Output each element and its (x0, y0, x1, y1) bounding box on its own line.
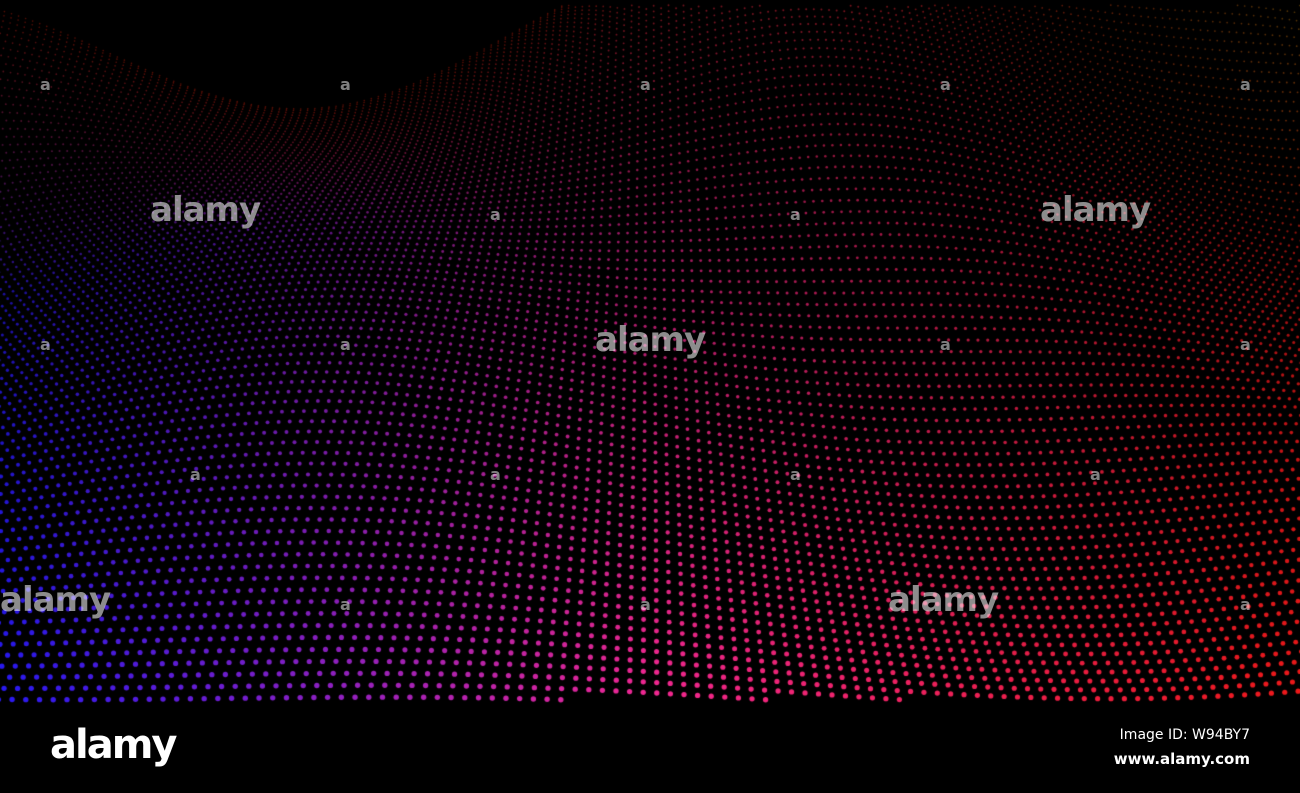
watermark-mark: a (340, 335, 351, 354)
watermark-mark: a (790, 465, 801, 484)
particle-wave-artwork (0, 0, 1300, 705)
watermark: alamy (888, 580, 999, 620)
image-id: Image ID: W94BY7 (1119, 727, 1250, 743)
site-url[interactable]: www.alamy.com (1113, 750, 1250, 768)
watermark-mark: a (1240, 595, 1251, 614)
watermark-mark: a (1240, 335, 1251, 354)
watermark-mark: a (1240, 75, 1251, 94)
watermark-mark: a (940, 75, 951, 94)
watermark-mark: a (190, 465, 201, 484)
watermark-mark: a (490, 465, 501, 484)
watermark: alamy (150, 190, 261, 230)
watermark-mark: a (940, 335, 951, 354)
watermark-mark: a (640, 595, 651, 614)
watermark: alamy (0, 580, 111, 620)
watermark-mark: a (790, 205, 801, 224)
footer-bar: alamy Image ID: W94BY7 www.alamy.com (0, 705, 1300, 793)
watermark-mark: a (490, 205, 501, 224)
watermark-mark: a (40, 75, 51, 94)
watermark-mark: a (40, 335, 51, 354)
watermark: alamy (1040, 190, 1151, 230)
watermark-mark: a (340, 595, 351, 614)
watermark-mark: a (340, 75, 351, 94)
alamy-logo: alamy (50, 722, 177, 768)
watermark: alamy (595, 320, 706, 360)
watermark-mark: a (640, 75, 651, 94)
watermark-mark: a (1090, 465, 1101, 484)
